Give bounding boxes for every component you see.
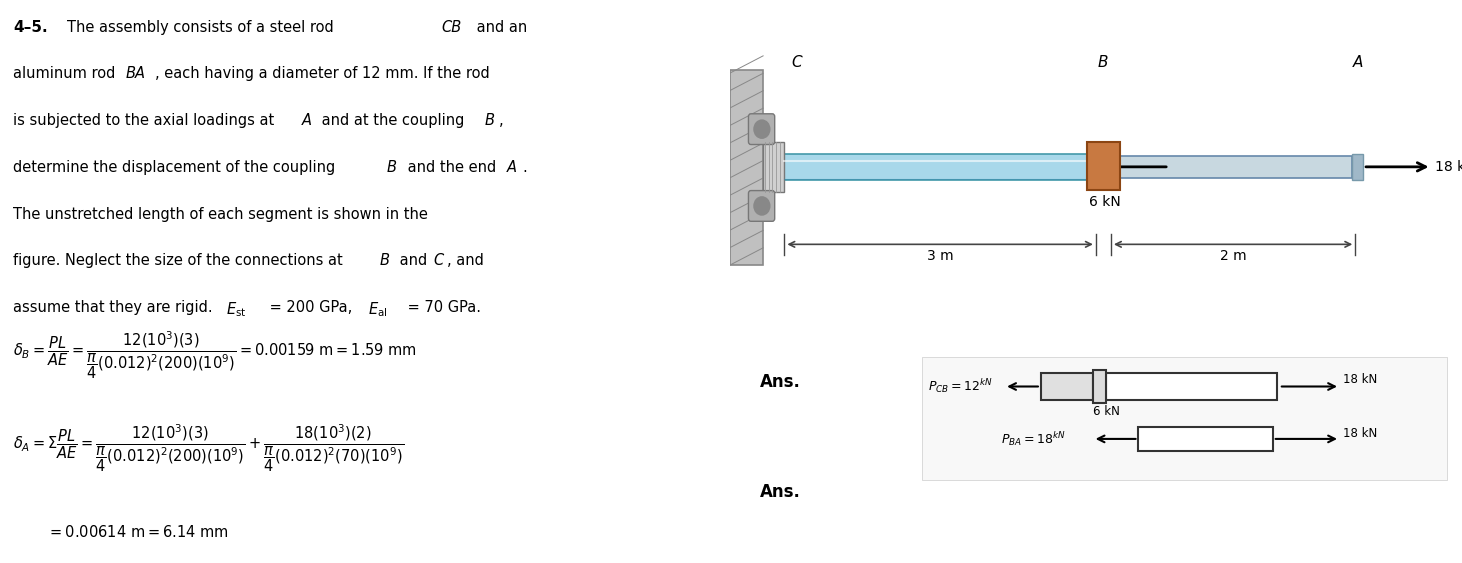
Text: The unstretched length of each segment is shown in the: The unstretched length of each segment i…	[13, 207, 428, 222]
Text: $\delta_A = \Sigma\dfrac{PL}{AE} = \dfrac{12(10^3)(3)}{\dfrac{\pi}{4}(0.012)^2(2: $\delta_A = \Sigma\dfrac{PL}{AE} = \dfra…	[13, 422, 404, 474]
Text: C: C	[791, 55, 803, 70]
Text: A: A	[507, 160, 518, 175]
Text: 6 kN: 6 kN	[1089, 195, 1121, 209]
Circle shape	[754, 197, 770, 215]
Text: 18 kN: 18 kN	[1344, 427, 1377, 440]
Text: ,: ,	[499, 113, 503, 128]
Text: is subjected to the axial loadings at: is subjected to the axial loadings at	[13, 113, 279, 128]
Text: B: B	[484, 113, 494, 128]
Text: B: B	[1098, 55, 1108, 70]
Bar	[1120, 156, 1352, 178]
Text: B: B	[386, 160, 396, 175]
Text: $\delta_B = \dfrac{PL}{AE} = \dfrac{12(10^3)(3)}{\dfrac{\pi}{4}(0.012)^2(200)(10: $\delta_B = \dfrac{PL}{AE} = \dfrac{12(1…	[13, 329, 417, 381]
Text: 3 m: 3 m	[927, 249, 953, 263]
FancyBboxPatch shape	[749, 191, 775, 221]
Text: and the end: and the end	[404, 160, 501, 175]
Text: , and: , and	[447, 253, 484, 269]
Text: $= 0.00614\ \mathrm{m} = 6.14\ \mathrm{mm}$: $= 0.00614\ \mathrm{m} = 6.14\ \mathrm{m…	[47, 524, 230, 539]
Bar	[1139, 427, 1273, 450]
Bar	[1352, 154, 1363, 180]
Circle shape	[754, 120, 770, 138]
Text: and at the coupling: and at the coupling	[317, 113, 469, 128]
Text: , each having a diameter of 12 mm. If the rod: , each having a diameter of 12 mm. If th…	[155, 66, 490, 82]
Text: assume that they are rigid.: assume that they are rigid.	[13, 300, 222, 315]
FancyBboxPatch shape	[749, 114, 775, 145]
Text: BA: BA	[126, 66, 146, 82]
Text: B: B	[380, 253, 390, 269]
Text: $E_{\mathrm{al}}$: $E_{\mathrm{al}}$	[368, 300, 387, 319]
Bar	[730, 70, 763, 265]
Text: 2 m: 2 m	[1219, 249, 1247, 263]
Text: A: A	[1352, 55, 1364, 70]
Text: $P_{BA}=18^{kN}$: $P_{BA}=18^{kN}$	[1001, 430, 1066, 448]
Text: The assembly consists of a steel rod: The assembly consists of a steel rod	[67, 20, 339, 35]
Text: CB: CB	[442, 20, 462, 35]
Bar	[1086, 142, 1120, 190]
Text: 18 kN: 18 kN	[1434, 160, 1462, 174]
Text: 4–5.: 4–5.	[13, 20, 48, 35]
Text: and: and	[395, 253, 433, 269]
Text: determine the displacement of the coupling: determine the displacement of the coupli…	[13, 160, 341, 175]
Text: $P_{CB}=12^{kN}$: $P_{CB}=12^{kN}$	[928, 378, 993, 395]
Text: 18 kN: 18 kN	[1344, 373, 1377, 386]
Bar	[1107, 373, 1276, 400]
Text: .: .	[522, 160, 528, 175]
Text: aluminum rod: aluminum rod	[13, 66, 120, 82]
Bar	[1092, 370, 1107, 403]
Text: = 200 GPa,: = 200 GPa,	[265, 300, 361, 315]
Text: $E_{\mathrm{st}}$: $E_{\mathrm{st}}$	[227, 300, 247, 319]
Text: figure. Neglect the size of the connections at: figure. Neglect the size of the connecti…	[13, 253, 348, 269]
Text: and an: and an	[472, 20, 528, 35]
Text: C: C	[433, 253, 443, 269]
Bar	[1041, 373, 1092, 400]
Text: Ans.: Ans.	[760, 483, 801, 501]
Bar	[785, 154, 1096, 180]
Text: Ans.: Ans.	[760, 373, 801, 391]
Bar	[763, 142, 785, 192]
Text: A: A	[301, 113, 311, 128]
Text: = 70 GPa.: = 70 GPa.	[404, 300, 481, 315]
Text: 6 kN: 6 kN	[1092, 405, 1120, 418]
FancyBboxPatch shape	[923, 357, 1447, 480]
